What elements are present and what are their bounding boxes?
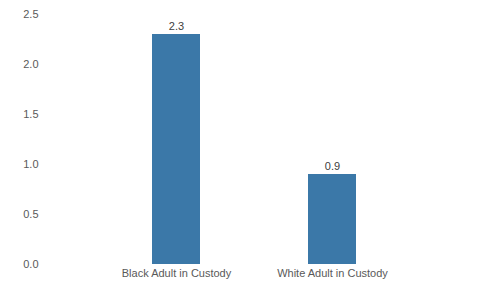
svg-text:0.9: 0.9 — [325, 160, 340, 172]
svg-text:White Adult in Custody: White Adult in Custody — [277, 267, 388, 279]
svg-text:1.0: 1.0 — [23, 158, 38, 170]
svg-text:Black Adult in Custody: Black Adult in Custody — [122, 267, 232, 279]
svg-text:0.5: 0.5 — [23, 208, 38, 220]
svg-text:1.5: 1.5 — [23, 108, 38, 120]
svg-text:2.5: 2.5 — [23, 8, 38, 20]
svg-text:0.0: 0.0 — [23, 258, 38, 270]
svg-text:2.3: 2.3 — [169, 20, 184, 32]
svg-text:2.0: 2.0 — [23, 58, 38, 70]
